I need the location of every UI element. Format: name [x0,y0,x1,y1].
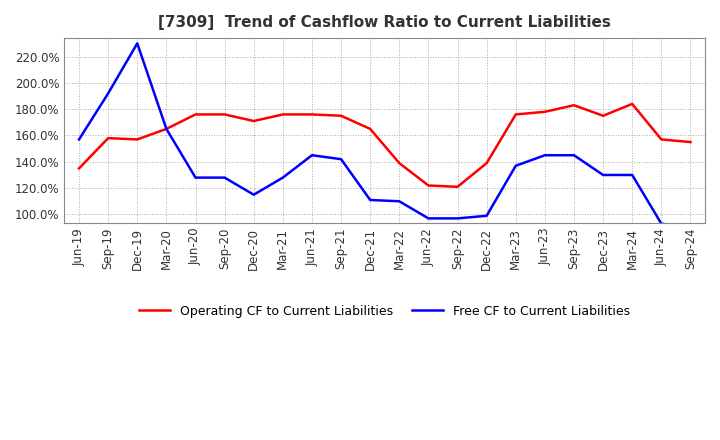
Legend: Operating CF to Current Liabilities, Free CF to Current Liabilities: Operating CF to Current Liabilities, Fre… [134,300,636,323]
Free CF to Current Liabilities [511,163,520,169]
Free CF to Current Liabilities [395,198,404,204]
Operating CF to Current Liabilities [424,183,433,188]
Operating CF to Current Liabilities [395,161,404,166]
Free CF to Current Liabilities [133,41,142,46]
Operating CF to Current Liabilities [541,109,549,114]
Operating CF to Current Liabilities [279,112,287,117]
Operating CF to Current Liabilities [220,112,229,117]
Free CF to Current Liabilities [686,225,695,230]
Free CF to Current Liabilities [424,216,433,221]
Operating CF to Current Liabilities [686,139,695,145]
Free CF to Current Liabilities [337,157,346,162]
Free CF to Current Liabilities [453,216,462,221]
Title: [7309]  Trend of Cashflow Ratio to Current Liabilities: [7309] Trend of Cashflow Ratio to Curren… [158,15,611,30]
Free CF to Current Liabilities [307,153,316,158]
Operating CF to Current Liabilities [162,126,171,132]
Free CF to Current Liabilities [570,153,578,158]
Free CF to Current Liabilities [279,175,287,180]
Free CF to Current Liabilities [75,137,84,142]
Free CF to Current Liabilities [482,213,491,218]
Free CF to Current Liabilities [366,197,374,202]
Operating CF to Current Liabilities [75,166,84,171]
Free CF to Current Liabilities [628,172,636,178]
Line: Operating CF to Current Liabilities: Operating CF to Current Liabilities [79,104,690,187]
Operating CF to Current Liabilities [453,184,462,190]
Free CF to Current Liabilities [220,175,229,180]
Operating CF to Current Liabilities [337,113,346,118]
Operating CF to Current Liabilities [511,112,520,117]
Operating CF to Current Liabilities [104,136,112,141]
Free CF to Current Liabilities [192,175,200,180]
Operating CF to Current Liabilities [482,161,491,166]
Operating CF to Current Liabilities [133,137,142,142]
Operating CF to Current Liabilities [570,103,578,108]
Operating CF to Current Liabilities [307,112,316,117]
Free CF to Current Liabilities [599,172,608,178]
Free CF to Current Liabilities [249,192,258,198]
Free CF to Current Liabilities [541,153,549,158]
Operating CF to Current Liabilities [192,112,200,117]
Free CF to Current Liabilities [657,221,666,226]
Operating CF to Current Liabilities [599,113,608,118]
Free CF to Current Liabilities [162,126,171,132]
Operating CF to Current Liabilities [657,137,666,142]
Free CF to Current Liabilities [104,91,112,96]
Operating CF to Current Liabilities [366,126,374,132]
Line: Free CF to Current Liabilities: Free CF to Current Liabilities [79,44,690,227]
Operating CF to Current Liabilities [249,118,258,124]
Operating CF to Current Liabilities [628,101,636,106]
